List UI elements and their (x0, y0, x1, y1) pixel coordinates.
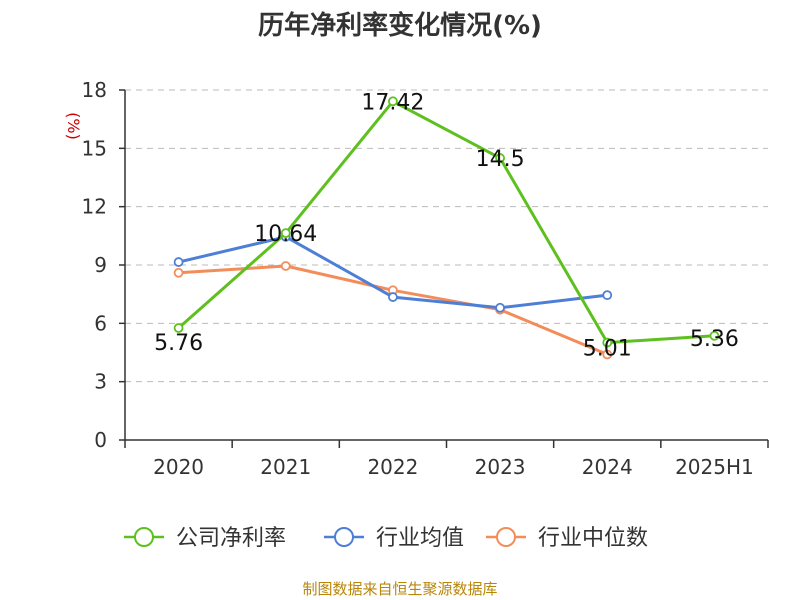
data-label: 5.76 (154, 331, 203, 356)
data-point (388, 96, 398, 107)
legend-label: 行业均值 (376, 526, 464, 551)
series-line-0 (177, 99, 715, 345)
y-tick-label: 18 (82, 78, 107, 102)
grid-lines (125, 89, 768, 383)
series-lines (173, 96, 720, 360)
chart-title: 历年净利率变化情况(%) (258, 10, 542, 41)
legend-swatch-marker (334, 527, 354, 547)
data-point (280, 228, 291, 239)
data-point (173, 267, 184, 278)
x-tick-label: 2022 (367, 455, 418, 479)
axes: 0 3 6 9 12 15 18 2020 2021 2022 2023 2024 2025H1 (82, 78, 769, 479)
data-labels: 5.76 10.64 17.42 14.5 5.01 5.36 (154, 90, 739, 361)
legend-swatch-marker (134, 527, 154, 547)
y-tick-label: 12 (82, 195, 107, 219)
series-line-2 (178, 264, 608, 356)
x-tick-label: 2021 (260, 455, 311, 479)
legend-label: 行业中位数 (538, 526, 648, 551)
legend-label: 公司净利率 (176, 526, 286, 551)
data-point (602, 290, 613, 301)
data-point (709, 330, 720, 341)
data-point (280, 261, 291, 271)
source-note: 制图数据来自恒生聚源数据库 (302, 580, 497, 598)
x-tick-label: 2020 (153, 455, 204, 479)
data-point (388, 292, 398, 302)
data-point (495, 153, 505, 163)
data-point (495, 302, 505, 313)
y-tick-label: 9 (94, 253, 107, 277)
data-label: 14.5 (476, 147, 525, 172)
x-tick-label: 2023 (475, 455, 526, 479)
legend: 公司净利率 行业均值 行业中位数 (124, 526, 648, 551)
data-point (602, 349, 613, 360)
data-point (173, 257, 184, 267)
data-label: 5.36 (690, 327, 739, 352)
y-tick-label: 0 (94, 428, 107, 452)
y-tick-label: 6 (94, 311, 107, 335)
y-axis-label: (%) (64, 112, 83, 140)
data-label: 17.42 (361, 90, 424, 115)
data-label: 5.01 (583, 337, 632, 362)
legend-swatch-marker (496, 527, 516, 547)
data-point (602, 337, 613, 348)
x-tick-label: 2025H1 (675, 455, 754, 479)
data-label: 10.64 (254, 222, 317, 247)
y-tick-label: 15 (82, 136, 107, 160)
x-tick-label: 2024 (582, 455, 633, 479)
y-tick-label: 3 (94, 370, 107, 394)
data-point (173, 323, 184, 333)
